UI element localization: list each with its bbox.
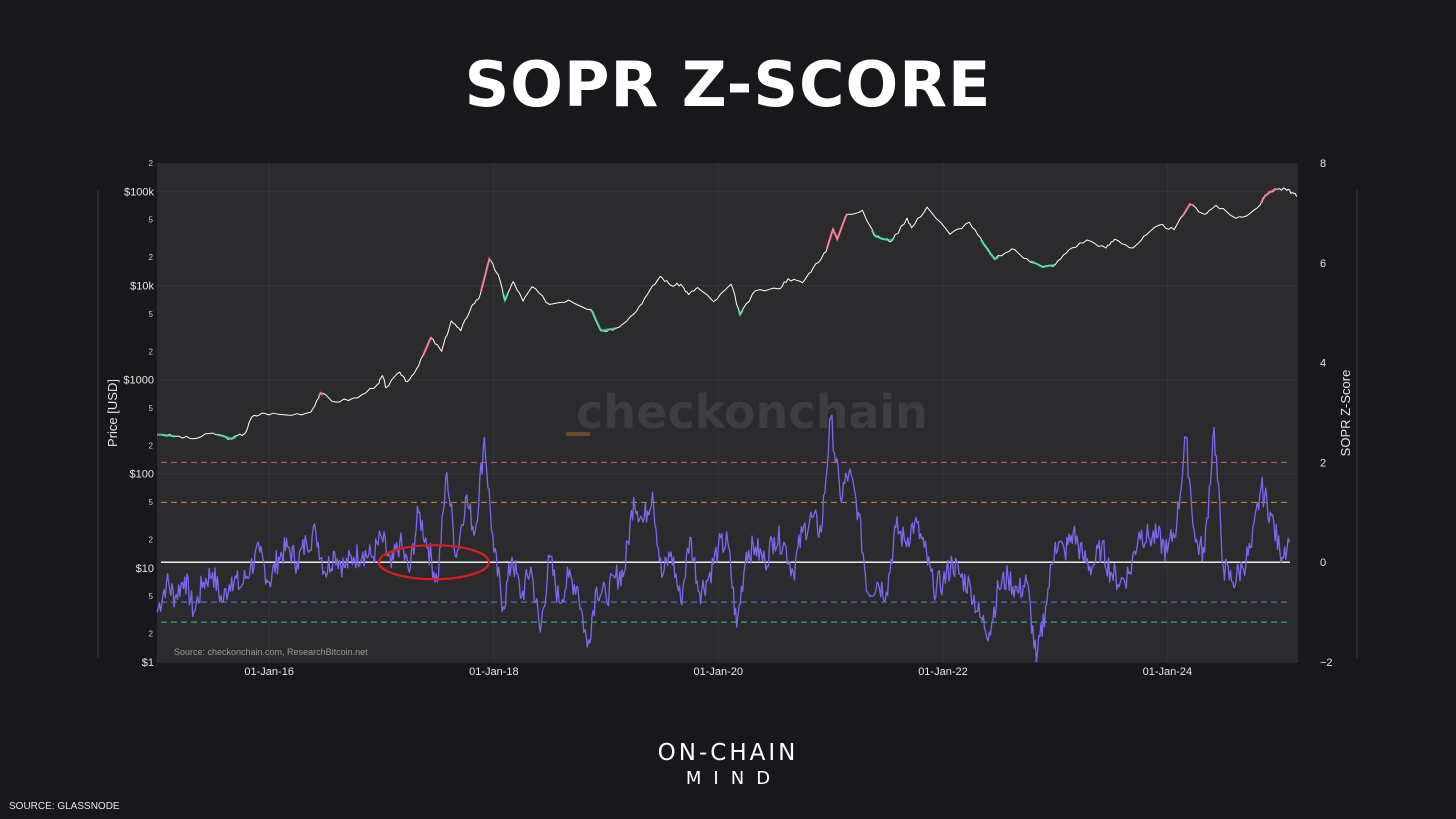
y-minor-tick-label: 2	[149, 253, 154, 262]
price-high-highlight	[479, 256, 492, 292]
price-high-highlight	[317, 391, 324, 398]
source-note: Source: checkonchain.com, ResearchBitcoi…	[174, 647, 368, 657]
price-low-highlight	[737, 310, 744, 318]
price-low-highlight	[1030, 260, 1056, 269]
y-minor-tick-label: 5	[149, 310, 154, 319]
y-minor-tick-label: 2	[149, 536, 154, 545]
y-minor-tick-label: 2	[149, 441, 154, 450]
y-tick-label: $100k	[124, 186, 154, 198]
sopr-zscore-line	[156, 414, 1291, 663]
price-low-highlight	[871, 229, 895, 242]
price-low-highlight	[980, 239, 1000, 261]
watermark-logo	[566, 432, 590, 436]
plot-area	[157, 163, 1298, 662]
x-tick-label: 01-Jan-20	[694, 666, 744, 678]
y2-tick-label: 4	[1320, 358, 1326, 370]
y-tick-label: $100	[130, 469, 154, 481]
price-low-highlight	[502, 293, 509, 304]
price-high-highlight	[1181, 202, 1193, 217]
y-minor-tick-label: 2	[149, 159, 154, 168]
y-tick-label: $1000	[123, 375, 154, 387]
y-minor-tick-label: 2	[149, 630, 154, 639]
price-high-highlight	[421, 336, 434, 357]
y2-tick-label: −2	[1320, 657, 1333, 669]
y-minor-tick-label: 5	[149, 404, 154, 413]
y2-tick-label: 0	[1320, 557, 1326, 569]
x-tick-label: 01-Jan-16	[244, 666, 294, 678]
brand-name-line1: ON-CHAIN	[657, 740, 799, 766]
y-tick-label: $1	[142, 657, 154, 669]
brand-name-line2: MIND	[685, 768, 783, 789]
y-minor-tick-label: 5	[149, 216, 154, 225]
y2-tick-label: 6	[1320, 258, 1326, 270]
watermark-text: checkonchain	[576, 385, 928, 439]
y-tick-label: $10	[136, 563, 154, 575]
footer-source: SOURCE: GLASSNODE	[9, 801, 120, 812]
y-minor-tick-label: 5	[149, 498, 154, 507]
y-tick-label: $10k	[130, 280, 154, 292]
y2-axis-label: SOPR Z-Score	[1338, 370, 1353, 457]
x-tick-label: 01-Jan-18	[469, 666, 519, 678]
price-low-highlight	[589, 308, 616, 332]
annotation-circle	[377, 544, 491, 581]
y-axis-label: Price [USD]	[105, 379, 120, 447]
x-tick-label: 01-Jan-24	[1143, 666, 1193, 678]
y-minor-tick-label: 5	[149, 592, 154, 601]
price-high-highlight	[826, 213, 849, 249]
y2-tick-label: 2	[1320, 457, 1326, 469]
page-title: SOPR Z-SCORE	[464, 48, 992, 121]
brand-logo: ON-CHAIN MIND	[0, 740, 1456, 789]
price-high-highlight	[1260, 187, 1277, 204]
y-minor-tick-label: 2	[149, 347, 154, 356]
price-line	[161, 187, 1298, 440]
price-low-highlight	[216, 433, 237, 440]
y2-tick-label: 8	[1320, 158, 1326, 170]
x-tick-label: 01-Jan-22	[918, 666, 968, 678]
price-low-highlight	[157, 433, 176, 438]
